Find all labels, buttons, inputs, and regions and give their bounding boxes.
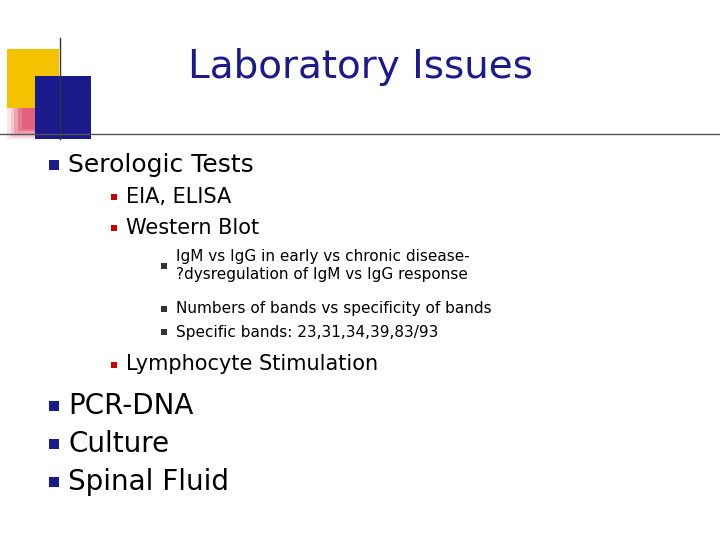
Text: Lymphocyte Stimulation: Lymphocyte Stimulation <box>126 354 378 375</box>
FancyBboxPatch shape <box>35 76 91 139</box>
FancyBboxPatch shape <box>11 96 45 137</box>
FancyBboxPatch shape <box>7 49 59 108</box>
FancyBboxPatch shape <box>14 99 42 134</box>
Text: Laboratory Issues: Laboratory Issues <box>187 49 533 86</box>
FancyBboxPatch shape <box>7 93 49 139</box>
Text: Specific bands: 23,31,34,39,83/93: Specific bands: 23,31,34,39,83/93 <box>176 325 438 340</box>
Text: Serologic Tests: Serologic Tests <box>68 153 254 177</box>
Text: Western Blot: Western Blot <box>126 218 259 238</box>
Text: Culture: Culture <box>68 430 169 458</box>
Text: EIA, ELISA: EIA, ELISA <box>126 187 231 207</box>
Text: Spinal Fluid: Spinal Fluid <box>68 468 230 496</box>
FancyBboxPatch shape <box>18 102 38 131</box>
Text: IgM vs IgG in early vs chronic disease-
?dysregulation of IgM vs IgG response: IgM vs IgG in early vs chronic disease- … <box>176 249 470 282</box>
FancyBboxPatch shape <box>22 104 35 129</box>
Text: PCR-DNA: PCR-DNA <box>68 392 194 420</box>
Text: Numbers of bands vs specificity of bands: Numbers of bands vs specificity of bands <box>176 301 492 316</box>
